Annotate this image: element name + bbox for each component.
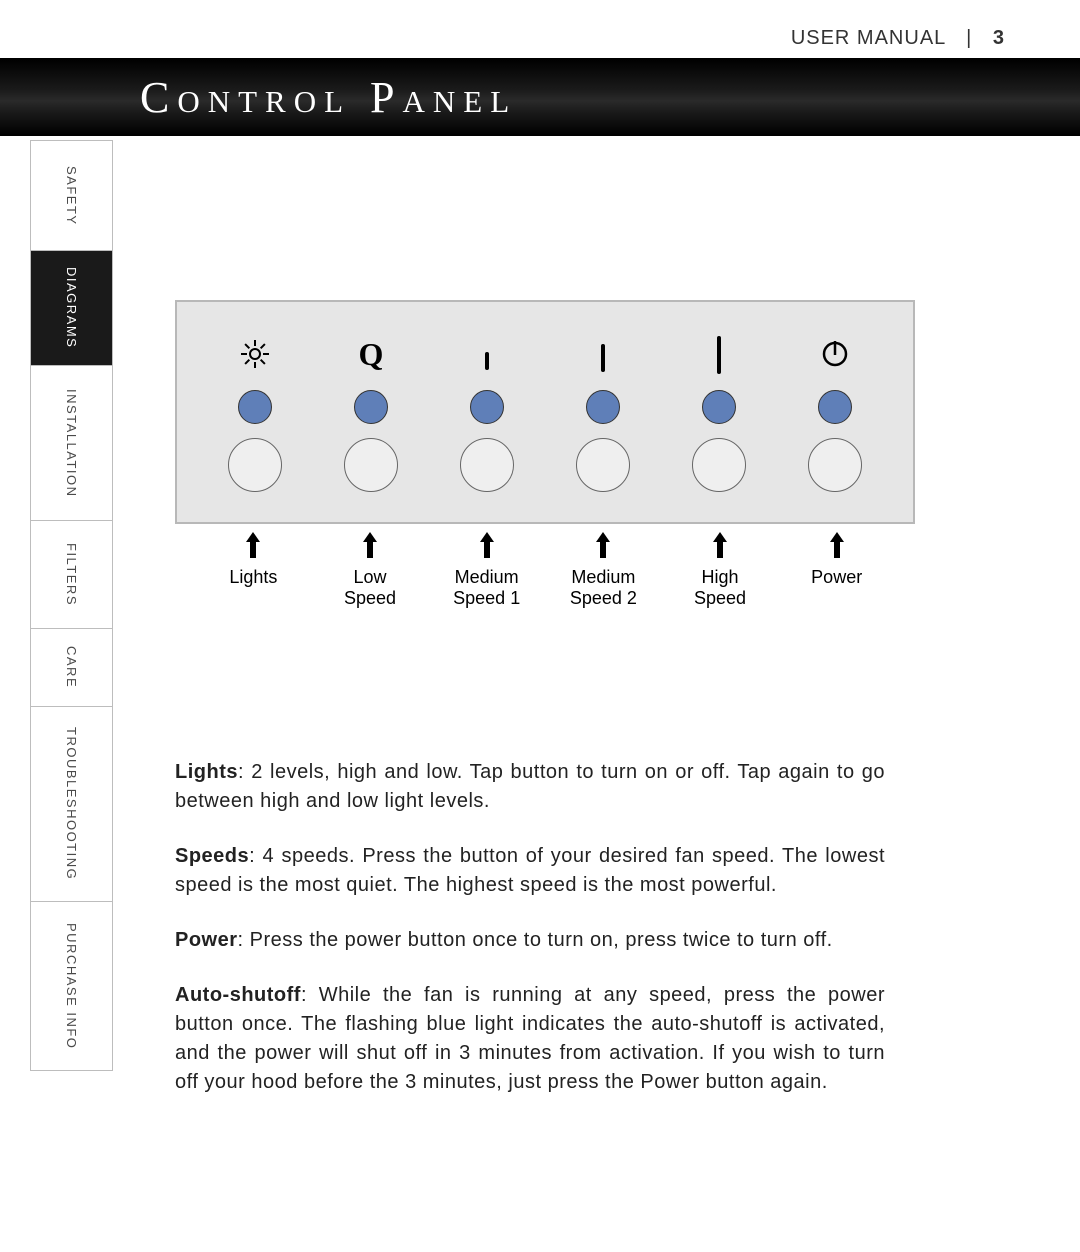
doc-title: USER MANUAL: [791, 27, 946, 49]
arrow-up-icon: [711, 530, 729, 565]
panel-icon-slot: [238, 332, 272, 376]
sidebar-tab-label: TROUBLESHOOTING: [64, 727, 79, 880]
panel-icon-slot: [482, 332, 492, 376]
description-term: Lights: [175, 761, 238, 783]
speed-bar-medium-icon: [598, 332, 608, 376]
sidebar-tab-diagrams[interactable]: DIAGRAMS: [31, 251, 112, 366]
panel-button[interactable]: [460, 438, 514, 492]
indicator-light: [586, 390, 620, 424]
light-icon: [238, 337, 272, 371]
panel-label-line1: Low: [353, 567, 386, 588]
sidebar-tab-label: DIAGRAMS: [64, 267, 79, 348]
panel-button[interactable]: [808, 438, 862, 492]
page-header: USER MANUAL | 3 Control Panel: [0, 0, 1080, 136]
sidebar-tab-filters[interactable]: FILTERS: [31, 521, 112, 629]
panel-label-line2: Speed 2: [570, 588, 637, 609]
banner-title: Control Panel: [140, 72, 517, 123]
speed-bar-small-icon: [482, 332, 492, 376]
description-term: Auto-shutoff: [175, 984, 301, 1006]
main-content: Q LightsLowSpeedMediumSpeed 1MediumSpeed…: [175, 300, 920, 1123]
indicator-light: [702, 390, 736, 424]
indicator-light: [818, 390, 852, 424]
panel-button[interactable]: [576, 438, 630, 492]
description-text: : 2 levels, high and low. Tap button to …: [175, 761, 885, 812]
arrow-up-icon: [828, 530, 846, 565]
panel-column: [777, 332, 893, 492]
sidebar-tab-label: INSTALLATION: [64, 389, 79, 498]
doc-title-row: USER MANUAL | 3: [0, 0, 1080, 58]
sidebar-tab-label: SAFETY: [64, 166, 79, 226]
panel-button[interactable]: [692, 438, 746, 492]
panel-label-line2: Speed: [344, 588, 396, 609]
panel-icon-slot: [820, 332, 850, 376]
arrow-up-icon: [594, 530, 612, 565]
indicator-light: [470, 390, 504, 424]
sidebar-tab-installation[interactable]: INSTALLATION: [31, 366, 112, 521]
sidebar-tab-care[interactable]: CARE: [31, 629, 112, 707]
description-term: Speeds: [175, 845, 249, 867]
panel-icon-slot: [598, 332, 608, 376]
indicator-light: [354, 390, 388, 424]
panel-label-line2: Speed: [694, 588, 746, 609]
panel-label-line1: Power: [811, 567, 862, 588]
description-text: : 4 speeds. Press the button of your des…: [175, 845, 885, 896]
doc-title-divider: |: [966, 27, 972, 49]
panel-column: Q: [313, 332, 429, 492]
panel-label: HighSpeed: [662, 530, 779, 608]
banner: Control Panel: [0, 58, 1080, 136]
description-text: : Press the power button once to turn on…: [238, 929, 833, 951]
panel-label: Lights: [195, 530, 312, 608]
q-icon: Q: [359, 336, 384, 373]
indicator-light: [238, 390, 272, 424]
descriptions: Lights: 2 levels, high and low. Tap butt…: [175, 758, 885, 1097]
sidebar: SAFETY DIAGRAMS INSTALLATION FILTERS CARE TRO…: [30, 140, 113, 1071]
panel-labels-row: LightsLowSpeedMediumSpeed 1MediumSpeed 2…: [175, 530, 915, 608]
panel-label: MediumSpeed 1: [428, 530, 545, 608]
panel-label: Power: [778, 530, 895, 608]
sidebar-tab-safety[interactable]: SAFETY: [31, 141, 112, 251]
panel-label-line1: Medium: [455, 567, 519, 588]
panel-label: MediumSpeed 2: [545, 530, 662, 608]
page-number: 3: [993, 27, 1005, 49]
panel-column: [545, 332, 661, 492]
panel-label: LowSpeed: [312, 530, 429, 608]
panel-button[interactable]: [228, 438, 282, 492]
panel-column: [197, 332, 313, 492]
sidebar-tab-troubleshooting[interactable]: TROUBLESHOOTING: [31, 707, 112, 902]
control-panel-diagram: Q: [175, 300, 915, 524]
power-icon: [820, 339, 850, 369]
panel-label-line1: Medium: [571, 567, 635, 588]
panel-column: [661, 332, 777, 492]
arrow-up-icon: [361, 530, 379, 565]
speed-bar-large-icon: [714, 332, 724, 376]
description-paragraph: Lights: 2 levels, high and low. Tap butt…: [175, 758, 885, 816]
sidebar-tab-label: PURCHASE INFO: [64, 923, 79, 1049]
description-term: Power: [175, 929, 238, 951]
sidebar-tab-label: FILTERS: [64, 543, 79, 606]
panel-label-line1: Lights: [229, 567, 277, 588]
panel-label-line1: High: [702, 567, 739, 588]
panel-icon-slot: Q: [359, 332, 384, 376]
panel-icon-slot: [714, 332, 724, 376]
description-paragraph: Power: Press the power button once to tu…: [175, 926, 885, 955]
panel-label-line2: Speed 1: [453, 588, 520, 609]
arrow-up-icon: [478, 530, 496, 565]
sidebar-tab-label: CARE: [64, 646, 79, 688]
sidebar-tab-purchase-info[interactable]: PURCHASE INFO: [31, 902, 112, 1070]
panel-column: [429, 332, 545, 492]
arrow-up-icon: [244, 530, 262, 565]
description-paragraph: Speeds: 4 speeds. Press the button of yo…: [175, 842, 885, 900]
description-paragraph: Auto-shutoff: While the fan is running a…: [175, 981, 885, 1097]
panel-button[interactable]: [344, 438, 398, 492]
